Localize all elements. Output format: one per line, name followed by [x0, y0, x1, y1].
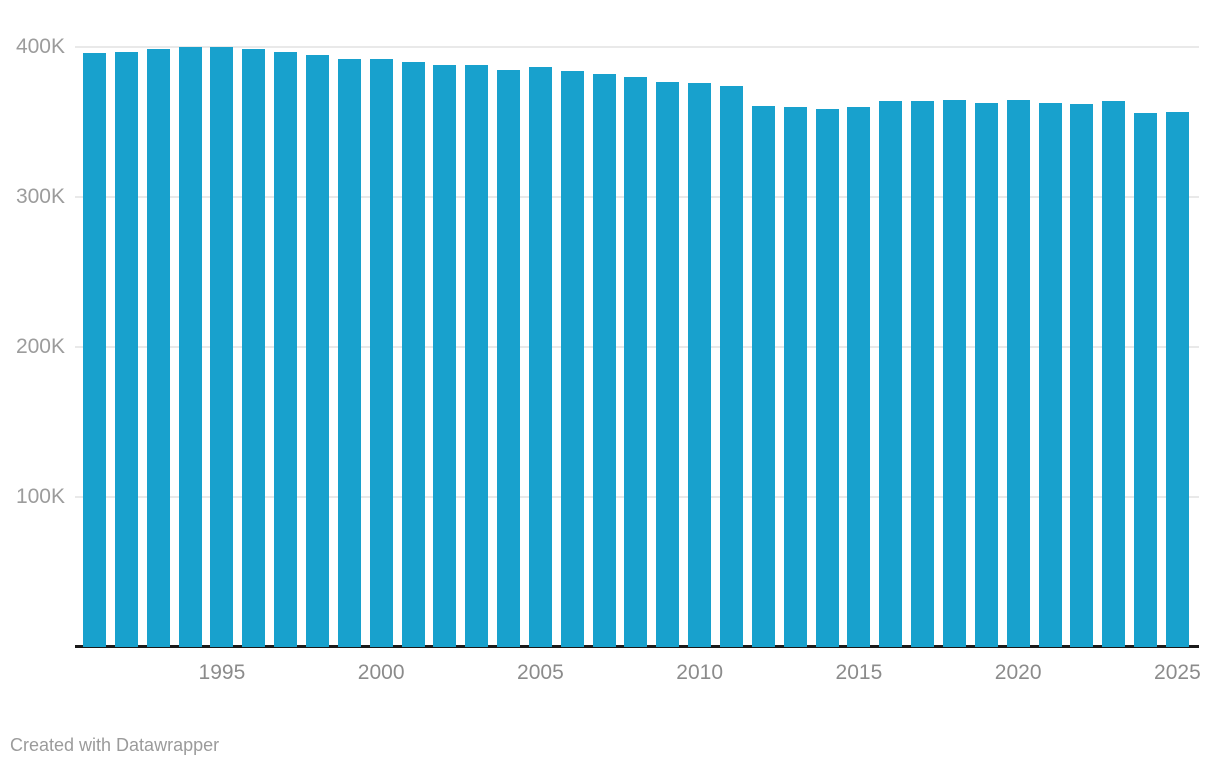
bar-2009[interactable] — [656, 81, 680, 647]
bar-2006[interactable] — [560, 71, 584, 647]
bar-2017[interactable] — [911, 101, 935, 647]
bar-1995[interactable] — [210, 47, 234, 647]
bar-2018[interactable] — [942, 99, 966, 647]
bar-1999[interactable] — [337, 59, 361, 647]
bar-2008[interactable] — [624, 77, 648, 647]
bar-2022[interactable] — [1070, 104, 1094, 647]
bar-1994[interactable] — [178, 47, 202, 647]
y-gridline-400K — [75, 46, 1199, 48]
bar-2021[interactable] — [1038, 102, 1062, 647]
x-axis-tick-label: 2005 — [517, 661, 564, 684]
bar-2014[interactable] — [815, 108, 839, 647]
bar-2019[interactable] — [974, 102, 998, 647]
bar-2001[interactable] — [401, 62, 425, 647]
bar-2020[interactable] — [1006, 99, 1030, 647]
y-axis-tick-label: 200K — [15, 335, 65, 358]
bar-2016[interactable] — [879, 101, 903, 647]
bar-2013[interactable] — [783, 107, 807, 647]
bar-2000[interactable] — [369, 59, 393, 647]
bar-1993[interactable] — [146, 48, 170, 647]
bar-2007[interactable] — [592, 74, 616, 647]
x-axis-tick-label: 2010 — [676, 661, 723, 684]
y-axis-tick-label: 300K — [15, 185, 65, 208]
bar-2005[interactable] — [528, 66, 552, 647]
bar-1992[interactable] — [114, 51, 138, 647]
bar-1996[interactable] — [242, 48, 266, 647]
bar-2003[interactable] — [465, 65, 489, 647]
bar-2024[interactable] — [1134, 113, 1158, 647]
datawrapper-attribution-link[interactable]: Created with Datawrapper — [10, 735, 220, 755]
bar-2010[interactable] — [688, 83, 712, 647]
bar-2004[interactable] — [497, 69, 521, 647]
bar-2011[interactable] — [720, 86, 743, 647]
x-axis-tick-label: 2025 — [1154, 661, 1201, 684]
bar-2015[interactable] — [847, 107, 871, 647]
x-axis-tick-label: 1995 — [198, 661, 246, 684]
y-axis-tick-label: 100K — [15, 485, 65, 508]
x-axis-tick-label: 2015 — [835, 661, 883, 684]
y-axis-tick-label: 400K — [15, 35, 65, 58]
bar-2023[interactable] — [1102, 101, 1126, 647]
x-axis-tick-label: 2000 — [357, 661, 405, 684]
bar-1991[interactable] — [83, 53, 106, 647]
bar-2002[interactable] — [433, 65, 457, 647]
bar-1998[interactable] — [305, 54, 329, 647]
bar-2025[interactable] — [1165, 111, 1189, 647]
bar-2012[interactable] — [751, 105, 775, 647]
chart-footer: Created with Datawrapper — [10, 733, 219, 757]
x-axis-tick-label: 2020 — [994, 661, 1042, 684]
bar-1997[interactable] — [274, 51, 298, 647]
